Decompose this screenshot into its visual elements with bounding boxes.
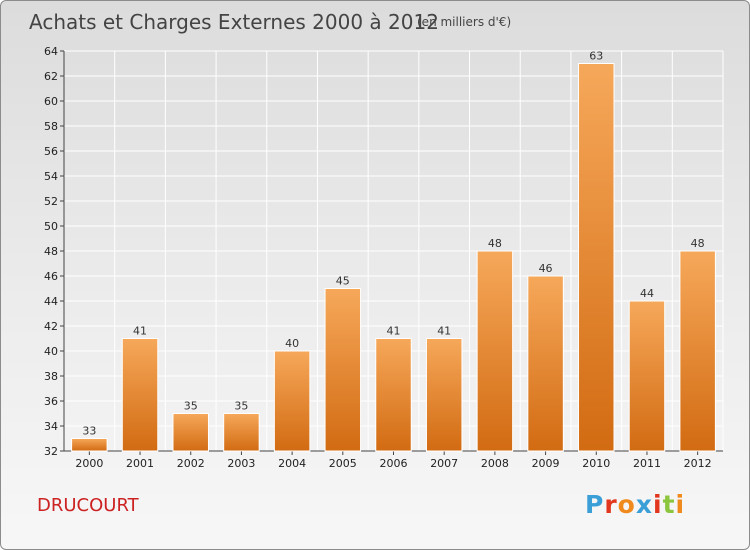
y-tick-label: 46: [44, 270, 58, 283]
x-tick-label: 2003: [227, 457, 255, 470]
bar-2003: [223, 413, 260, 452]
y-tick-label: 50: [44, 220, 58, 233]
x-tick-label: 2004: [278, 457, 306, 470]
x-tick-label: 2001: [126, 457, 154, 470]
logo-letter: i: [675, 490, 686, 519]
y-tick-label: 42: [44, 320, 58, 333]
y-tick-label: 52: [44, 195, 58, 208]
y-tick-label: 56: [44, 145, 58, 158]
y-tick-label: 34: [44, 420, 58, 433]
bar-2005: [324, 288, 362, 452]
data-labels: 33 41 35 35 40 45 41 41 48 46 63 44 48: [82, 50, 704, 438]
chart-title: Achats et Charges Externes 2000 à 2012: [29, 10, 439, 34]
data-label: 41: [387, 325, 401, 338]
data-label: 35: [184, 400, 198, 413]
x-tick-label: 2010: [582, 457, 610, 470]
y-tick-label: 54: [44, 170, 58, 183]
x-tick-label: 2006: [380, 457, 408, 470]
bar-2007: [425, 338, 463, 452]
bar-2004: [273, 350, 311, 452]
bar-2010: [578, 63, 615, 452]
data-label: 41: [437, 325, 451, 338]
proxiti-logo: Proxiti: [585, 490, 685, 519]
y-tick-label: 40: [44, 345, 58, 358]
y-tick-label: 44: [44, 295, 58, 308]
y-tick-label: 36: [44, 395, 58, 408]
data-label: 35: [234, 400, 248, 413]
bar-2006: [375, 338, 412, 452]
data-label: 33: [82, 425, 96, 438]
bar-2002: [172, 413, 209, 452]
logo-letter: o: [617, 490, 636, 519]
bar-2001: [121, 338, 159, 452]
x-tick-label: 2008: [481, 457, 509, 470]
x-tick-label: 2007: [430, 457, 458, 470]
bar-2008: [476, 250, 514, 452]
data-label: 63: [589, 50, 603, 63]
y-tick-label: 38: [44, 370, 58, 383]
y-tick-label: 48: [44, 245, 58, 258]
y-tick-label: 60: [44, 95, 58, 108]
bars: [71, 63, 716, 452]
logo-letter: i: [653, 490, 663, 519]
bar-2012: [679, 250, 716, 452]
chart-subtitle: (en milliers d'€): [417, 15, 511, 29]
data-label: 48: [488, 237, 502, 250]
commune-name: DRUCOURT: [37, 495, 139, 516]
data-label: 48: [691, 237, 705, 250]
x-tick-label: 2011: [633, 457, 661, 470]
x-tick-label: 2009: [532, 457, 560, 470]
logo-letter: r: [604, 490, 618, 519]
data-label: 46: [539, 262, 553, 275]
data-label: 41: [133, 325, 147, 338]
y-tick-label: 62: [44, 70, 58, 83]
x-tick-label: 2000: [75, 457, 103, 470]
x-tick-label: 2002: [177, 457, 205, 470]
x-tick-label: 2005: [329, 457, 357, 470]
logo-letter: P: [585, 490, 605, 519]
logo-letter: t: [662, 490, 676, 519]
data-label: 45: [336, 275, 350, 288]
data-label: 40: [285, 337, 299, 350]
logo-letter: x: [635, 490, 653, 519]
data-label: 44: [640, 287, 654, 300]
bar-2000: [71, 438, 108, 452]
bar-2009: [527, 275, 564, 452]
y-tick-label: 32: [44, 445, 58, 458]
x-tick-label: 2012: [684, 457, 712, 470]
y-tick-label: 64: [44, 45, 58, 58]
y-tick-label: 58: [44, 120, 58, 133]
bar-2011: [628, 300, 666, 452]
